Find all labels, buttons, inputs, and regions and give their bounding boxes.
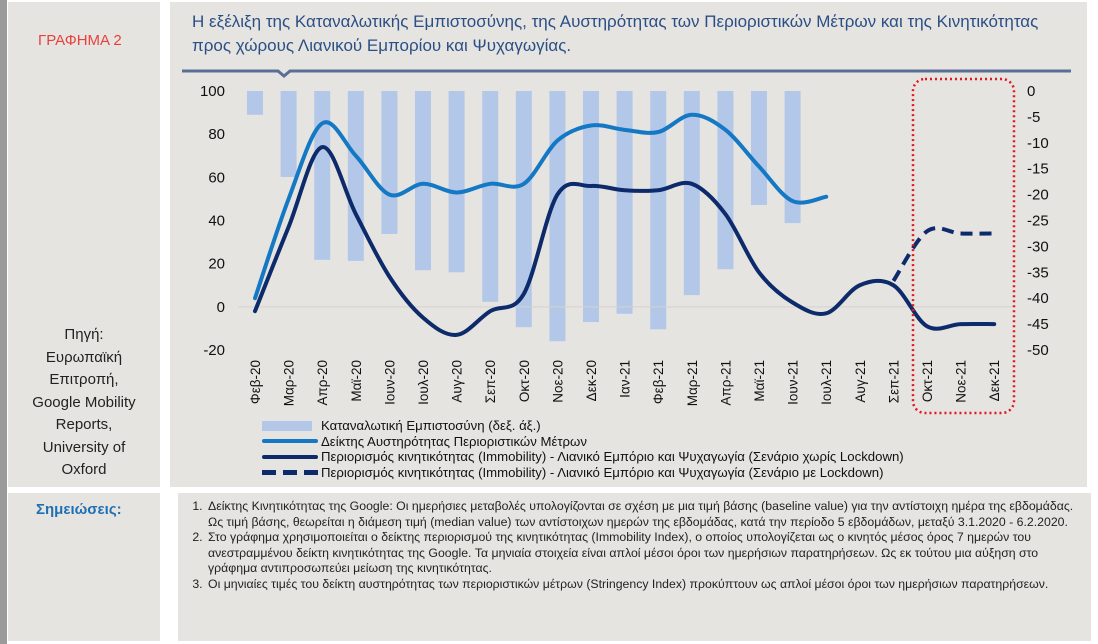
bar-consumer-confidence: [482, 91, 499, 302]
legend-swatch-dashed: [262, 465, 318, 480]
x-axis-category-label: Οκτ-21: [920, 360, 935, 402]
note-item: Στο γράφημα χρησιμοποιείται ο δείκτης πε…: [206, 530, 1082, 577]
x-axis-category-label: Μαρ-20: [282, 360, 297, 406]
right-axis-tick-label: 0: [1027, 83, 1035, 100]
x-axis-category-label: Απρ-20: [315, 360, 330, 406]
notes-label-panel: Σημειώσεις:: [8, 493, 160, 641]
graph-number-label: ΓΡΑΦΗΜΑ 2: [38, 32, 122, 49]
source-line: Πηγή:: [64, 326, 104, 343]
bar-consumer-confidence: [583, 91, 599, 323]
bar-consumer-confidence: [280, 91, 297, 177]
bar-consumer-confidence: [381, 91, 398, 234]
source-line: Google Mobility: [32, 393, 136, 411]
x-axis-category-label: Ιουλ-20: [416, 360, 431, 405]
bar-consumer-confidence: [616, 91, 633, 314]
note-item: Δείκτης Κινητικότητας της Google: Οι ημε…: [206, 499, 1082, 530]
lockdown-highlight-box: [911, 77, 1016, 415]
line-immobility-no-lockdown: [253, 145, 997, 337]
source-line: Oxford: [61, 461, 107, 478]
right-axis-tick-label: -35: [1027, 264, 1049, 281]
left-axis-tick-label: 40: [208, 213, 225, 230]
legend-swatch-bar: [262, 418, 318, 433]
bar-consumer-confidence: [347, 91, 364, 261]
left-edge-bar: [0, 0, 7, 644]
chart-title: Η εξέλιξη της Καταναλωτικής Εμπιστοσύνης…: [192, 12, 1039, 55]
bar-consumer-confidence: [515, 91, 532, 328]
source-line: University of: [42, 438, 126, 456]
notes-panel: Δείκτης Κινητικότητας της Google: Οι ημε…: [178, 493, 1091, 641]
legend-label: Καταναλωτική Εμπιστοσύνη (δεξ. άξ.): [321, 418, 541, 434]
line-immobility-lockdown: [891, 226, 995, 283]
bar-consumer-confidence: [448, 91, 465, 273]
legend-item-consumer-confidence: Καταναλωτική Εμπιστοσύνη (δεξ. άξ.): [262, 418, 904, 434]
legend-label: Δείκτης Αυστηρότητας Περιοριστικών Μέτρω…: [321, 433, 587, 449]
source-line: Ευρωπαϊκή: [45, 348, 123, 366]
x-axis-category-label: Σεπ-20: [483, 360, 498, 403]
bar-consumer-confidence: [247, 91, 263, 115]
line-stringency: [253, 112, 829, 301]
source-text: Πηγή: Ευρωπαϊκή Επιτροπή, Google Mobilit…: [8, 324, 160, 482]
left-axis-tick-label: 60: [208, 169, 225, 186]
x-axis-category-label: Αυγ-21: [853, 360, 868, 403]
right-axis-tick-label: -20: [1027, 187, 1049, 204]
bar-consumer-confidence: [751, 91, 767, 205]
x-axis-category-label: Σεπ-21: [886, 360, 901, 403]
bar-consumer-confidence: [650, 91, 667, 330]
legend-swatch-line: [262, 434, 318, 449]
source-line: Επιτροπή,: [49, 371, 119, 388]
bar-consumer-confidence: [717, 91, 734, 270]
bar-consumer-confidence: [415, 91, 431, 271]
right-axis-tick-label: -50: [1027, 342, 1049, 359]
notes-list: Δείκτης Κινητικότητας της Google: Οι ημε…: [192, 499, 1082, 592]
right-axis-tick-label: -40: [1027, 290, 1049, 307]
right-axis-tick-label: -15: [1027, 161, 1049, 178]
left-axis-tick-label: 0: [217, 299, 225, 316]
left-axis-tick-label: 20: [208, 256, 225, 273]
source-line: Reports,: [55, 416, 113, 433]
bar-consumer-confidence: [314, 91, 331, 260]
legend-item-immobility-lockdown: Περιορισμός κινητικότητας (Immobility) -…: [262, 465, 904, 481]
bar-consumer-confidence: [549, 91, 566, 342]
right-axis-tick-label: -10: [1027, 135, 1049, 152]
right-axis-tick-label: -25: [1027, 213, 1049, 230]
bar-consumer-confidence: [683, 91, 700, 296]
legend-swatch-line: [262, 449, 318, 464]
note-item: Οι μηνιαίες τιμές του δείκτη αυστηρότητα…: [206, 577, 1082, 593]
right-axis-tick-label: -5: [1027, 109, 1040, 126]
graph-label-panel: ΓΡΑΦΗΜΑ 2 Πηγή: Ευρωπαϊκή Επιτροπή, Goog…: [8, 2, 160, 487]
bar-consumer-confidence: [784, 91, 801, 224]
x-axis-category-label: Μαϊ-20: [349, 360, 364, 402]
legend-item-immobility-no-lockdown: Περιορισμός κινητικότητας (Immobility) -…: [262, 449, 904, 465]
x-axis-category-label: Αυγ-20: [450, 360, 465, 403]
right-axis-tick-label: -30: [1027, 238, 1049, 255]
legend-label: Περιορισμός κινητικότητας (Immobility) -…: [321, 464, 884, 480]
legend-label: Περιορισμός κινητικότητας (Immobility) -…: [321, 449, 904, 465]
x-axis-category-label: Δεκ-20: [584, 360, 599, 401]
x-axis-category-label: Νοε-21: [954, 360, 969, 403]
chart-svg: 100 80 60 40 20 0 -20 0 -5 -10 -15 -20 -25 -30 -35 -40 -…: [182, 69, 1071, 415]
x-axis-category-label: Ιουν-21: [786, 360, 801, 405]
x-axis-category-label: Φεβ-21: [651, 360, 666, 404]
x-axis-category-label: Μαϊ-21: [752, 360, 767, 402]
x-axis-category-label: Μαρ-21: [685, 360, 700, 406]
x-axis-category-label: Νοε-20: [550, 360, 565, 403]
left-axis-tick-label: -20: [203, 342, 225, 359]
x-axis-category-label: Ιαν-21: [618, 360, 633, 398]
title-underline: [182, 69, 1071, 78]
notes-heading: Σημειώσεις:: [36, 501, 122, 518]
x-axis-category-label: Οκτ-20: [517, 360, 532, 402]
x-axis-category-label: Ιουλ-21: [819, 360, 834, 405]
right-axis-tick-label: -45: [1027, 316, 1049, 333]
legend-item-stringency: Δείκτης Αυστηρότητας Περιοριστικών Μέτρω…: [262, 434, 904, 450]
x-axis-category-label: Ιουν-20: [382, 360, 397, 405]
x-axis-category-label: Δεκ-21: [987, 360, 1002, 401]
x-axis-category-label: Φεβ-20: [248, 360, 263, 404]
left-axis-tick-label: 100: [200, 83, 225, 100]
x-axis-category-label: Απρ-21: [718, 360, 733, 406]
left-axis-tick-label: 80: [208, 126, 225, 143]
chart-legend: Καταναλωτική Εμπιστοσύνη (δεξ. άξ.) Δείκ…: [262, 418, 904, 480]
